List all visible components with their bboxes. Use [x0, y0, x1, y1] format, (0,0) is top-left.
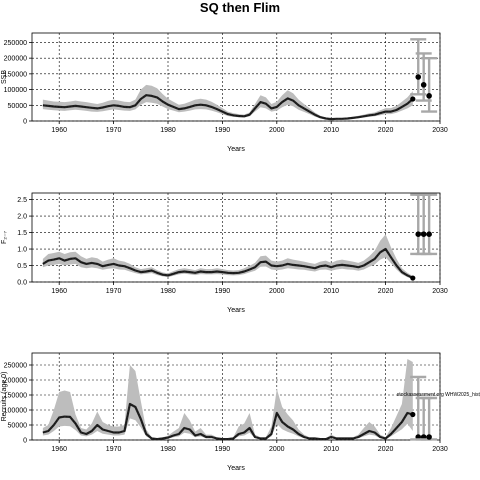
- y-tick-label: 1.5: [17, 230, 27, 237]
- y-tick-label: 0.0: [17, 280, 27, 287]
- source-annotation: stockassessment.org WHW2025_hist_and: [397, 392, 480, 398]
- x-tick-label: 1970: [106, 446, 122, 453]
- last-estimate-point: [410, 275, 416, 281]
- x-tick-label: 1980: [160, 127, 176, 134]
- x-tick-label: 1970: [106, 127, 122, 134]
- x-tick-label: 2020: [378, 127, 394, 134]
- x-tick-label: 2000: [269, 127, 285, 134]
- x-tick-label: 2000: [269, 446, 285, 453]
- projection-point: [426, 434, 432, 440]
- y-axis-label: F₂₋₇: [1, 230, 8, 244]
- x-axis-label: Years: [227, 465, 245, 472]
- y-tick-label: 0.5: [17, 263, 27, 270]
- y-tick-label: 50000: [8, 423, 28, 430]
- estimate-line-overlay: [42, 248, 414, 279]
- y-tick-label: 150000: [4, 393, 27, 400]
- x-tick-label: 2020: [378, 446, 394, 453]
- plot-frame: [31, 192, 441, 283]
- x-axis-label: Years: [227, 307, 245, 314]
- y-tick-label: 250000: [4, 363, 27, 370]
- y-axis-label: SSB: [1, 70, 8, 84]
- x-tick-label: 1980: [160, 288, 176, 295]
- x-tick-label: 1990: [215, 288, 231, 295]
- x-tick-label: 1990: [215, 127, 231, 134]
- y-tick-label: 2.0: [17, 214, 27, 221]
- y-tick-label: 100000: [4, 408, 27, 415]
- projection-point: [420, 82, 427, 88]
- confidence-band: [42, 84, 413, 120]
- chart-panel-2: 1960 1970 1980 1990 2000 2010 2020 2030 0.0 0.5 1.…: [1, 192, 448, 314]
- y-tick-label: 0: [23, 438, 27, 445]
- y-tick-label: 2.5: [17, 197, 27, 204]
- panels: 1960 1970 1980 1990 2000 2010 2020 2030 0 50000 10…: [1, 32, 480, 472]
- estimate-line-overlay: [42, 94, 414, 120]
- x-tick-label: 2010: [323, 288, 339, 295]
- figure-title: SQ then Flim: [200, 0, 280, 15]
- x-tick-label: 2010: [323, 446, 339, 453]
- x-tick-label: 2030: [432, 127, 448, 134]
- x-tick-label: 1960: [51, 288, 67, 295]
- x-tick-label: 1970: [106, 288, 122, 295]
- projection-point: [415, 74, 422, 80]
- y-tick-label: 150000: [4, 71, 27, 78]
- y-axis-label: Recruits (age 0): [1, 372, 8, 422]
- y-tick-label: 100000: [4, 87, 27, 94]
- chart-panel-1: 1960 1970 1980 1990 2000 2010 2020 2030 0 50000 10…: [1, 32, 448, 153]
- x-tick-label: 1980: [160, 446, 176, 453]
- y-tick-label: 200000: [4, 378, 27, 385]
- x-tick-label: 1990: [215, 446, 231, 453]
- x-tick-label: 2000: [269, 288, 285, 295]
- confidence-band: [42, 234, 413, 279]
- y-tick-label: 1.0: [17, 247, 27, 254]
- estimate-line-overlay: [42, 403, 413, 440]
- y-tick-label: 0: [23, 119, 27, 126]
- y-tick-label: 50000: [8, 103, 28, 110]
- y-tick-label: 200000: [4, 56, 27, 63]
- x-tick-label: 2030: [432, 288, 448, 295]
- projection-point: [426, 93, 432, 99]
- y-tick-label: 250000: [4, 40, 27, 47]
- x-tick-label: 2010: [323, 127, 339, 134]
- chart-panel-3: 1960 1970 1980 1990 2000 2010 2020 2030 0 50000 10…: [1, 352, 480, 472]
- x-tick-label: 2020: [378, 288, 394, 295]
- x-tick-label: 1960: [51, 446, 67, 453]
- last-estimate-point: [410, 96, 416, 102]
- projection-point: [426, 231, 432, 238]
- x-tick-label: 2030: [432, 446, 448, 453]
- projection-point: [420, 231, 427, 238]
- confidence-band: [42, 359, 413, 440]
- last-estimate-point: [410, 411, 416, 418]
- x-tick-label: 1960: [51, 127, 67, 134]
- x-axis-label: Years: [227, 146, 245, 153]
- projection-point: [415, 231, 422, 238]
